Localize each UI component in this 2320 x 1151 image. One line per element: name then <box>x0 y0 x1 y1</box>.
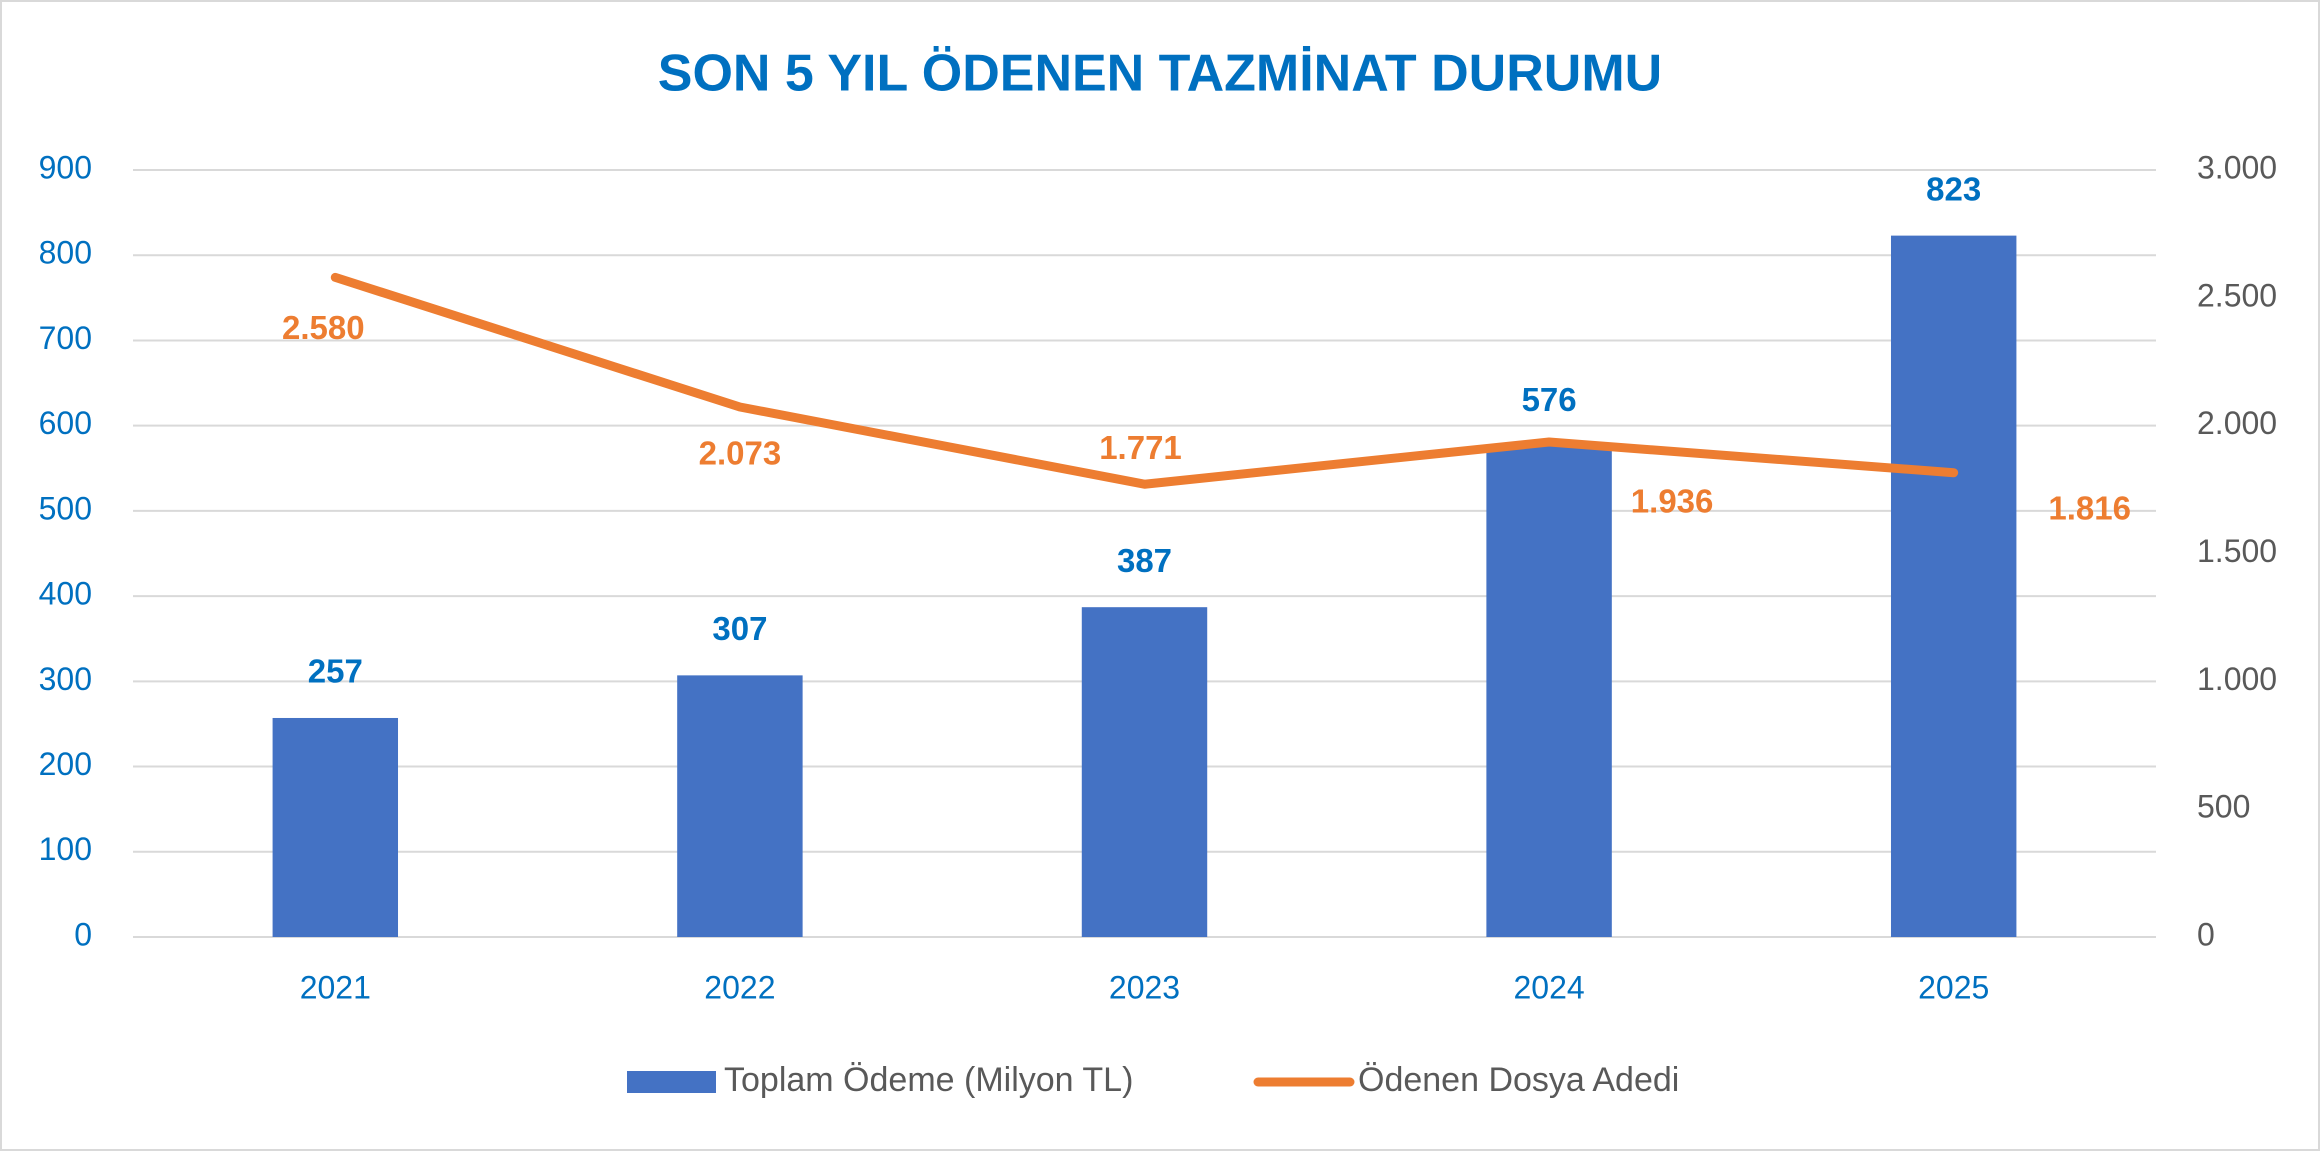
y2-tick-label: 1.500 <box>2197 533 2277 569</box>
chart-title: SON 5 YIL ÖDENEN TAZMİNAT DURUMU <box>658 45 1662 103</box>
y2-tick-label: 500 <box>2197 789 2250 825</box>
line-value-label: 1.936 <box>1631 483 1714 520</box>
bar-value-label: 576 <box>1522 381 1577 418</box>
bar <box>1081 607 1208 937</box>
y2-tick-label: 1.000 <box>2197 661 2277 697</box>
bar-value-label: 387 <box>1117 542 1172 579</box>
bar <box>1486 446 1612 937</box>
bar-value-label: 823 <box>1926 170 1981 207</box>
x-tick-label: 2025 <box>1918 969 1989 1005</box>
y-tick-label: 600 <box>39 405 92 441</box>
y2-tick-label: 2.500 <box>2197 277 2277 313</box>
bar-value-label: 257 <box>308 653 363 690</box>
y-tick-label: 900 <box>39 149 92 185</box>
y-tick-label: 500 <box>39 490 92 526</box>
line-value-label: 1.771 <box>1099 429 1182 466</box>
bar-value-label: 307 <box>712 610 767 647</box>
x-tick-label: 2022 <box>704 969 775 1005</box>
line-value-label: 2.580 <box>282 309 365 346</box>
bar <box>1890 235 2017 938</box>
line-value-label: 2.073 <box>699 435 782 472</box>
legend-label: Ödenen Dosya Adedi <box>1358 1061 1679 1099</box>
y2-tick-label: 0 <box>2197 916 2215 952</box>
bar <box>677 675 803 937</box>
y2-tick-label: 3.000 <box>2197 149 2277 185</box>
x-tick-label: 2021 <box>300 969 371 1005</box>
y-tick-label: 400 <box>39 576 92 612</box>
x-tick-label: 2023 <box>1109 969 1180 1005</box>
legend-swatch <box>627 1071 716 1093</box>
line-value-label: 1.816 <box>2048 489 2131 526</box>
y-tick-label: 800 <box>39 235 92 271</box>
y-tick-label: 0 <box>74 916 92 952</box>
bar <box>272 717 399 937</box>
y-tick-label: 300 <box>39 661 92 697</box>
y-tick-label: 700 <box>39 320 92 356</box>
y-tick-label: 100 <box>39 831 92 867</box>
y2-tick-label: 2.000 <box>2197 405 2277 441</box>
y-tick-label: 200 <box>39 746 92 782</box>
line <box>330 272 1959 489</box>
legend-label: Toplam Ödeme (Milyon TL) <box>724 1061 1133 1099</box>
x-tick-label: 2024 <box>1514 969 1585 1005</box>
